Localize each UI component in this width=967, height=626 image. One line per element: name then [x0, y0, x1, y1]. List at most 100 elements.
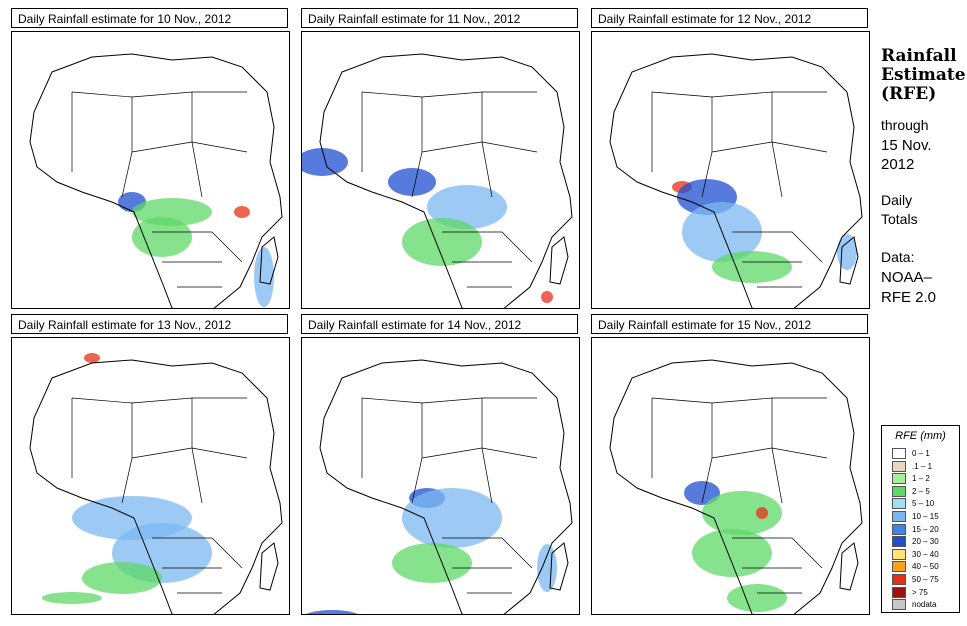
rainfall-patch [42, 592, 102, 604]
rainfall-patch [84, 353, 100, 363]
title-line-1: Rainfall [881, 46, 957, 66]
legend-label: 40 – 50 [912, 562, 939, 572]
daily-label: Daily [881, 192, 913, 208]
country-border [481, 141, 493, 198]
country-border [152, 537, 243, 569]
legend-swatch [892, 548, 906, 560]
country-border [421, 91, 483, 142]
africa-map-svg [29, 353, 283, 614]
legend-item: 0 – 1 [892, 448, 958, 459]
legend-label: 20 – 30 [912, 537, 939, 547]
africa-coastline [29, 53, 283, 308]
country-border [361, 397, 423, 458]
country-border [121, 151, 133, 198]
rainfall-patch [702, 491, 782, 535]
legend-swatch [892, 448, 906, 459]
legend-label: 1 – 2 [912, 474, 930, 484]
country-border [732, 537, 823, 569]
map-panel-13-nov: Daily Rainfall estimate for 13 Nov., 201… [11, 314, 290, 615]
country-border [701, 151, 713, 198]
panel-title: Daily Rainfall estimate for 14 Nov., 201… [301, 314, 578, 334]
data-label: Data: [881, 249, 915, 265]
africa-coastline [29, 359, 283, 614]
legend-swatch [892, 536, 906, 548]
country-border [411, 151, 423, 198]
panel-title: Daily Rainfall estimate for 11 Nov., 201… [301, 8, 578, 28]
rainfall-patch [402, 218, 482, 266]
legend-item: 40 – 50 [892, 561, 958, 573]
madagascar-outline [549, 542, 569, 591]
country-border [711, 397, 773, 448]
rainfall-patch [712, 251, 792, 283]
legend-label: .1 – 1 [912, 461, 933, 471]
legend-label: 50 – 75 [912, 575, 939, 584]
country-border [421, 447, 538, 459]
rainfall-patch [392, 543, 472, 583]
africa-map-svg [609, 53, 863, 308]
country-border [71, 91, 133, 152]
rainfall-patch [234, 206, 250, 218]
country-border [711, 447, 828, 459]
legend-item: 30 – 40 [892, 548, 958, 560]
legend-swatch [892, 485, 906, 497]
legend-item: nodata [892, 599, 958, 611]
rainfall-patch [837, 234, 857, 270]
map-panel-15-nov: Daily Rainfall estimate for 15 Nov., 201… [591, 314, 870, 615]
legend-label: 5 – 10 [912, 499, 935, 509]
africa-coastline [319, 53, 573, 308]
legend-item: 5 – 10 [892, 498, 958, 510]
africa-map-svg [29, 53, 283, 308]
legend-label: 2 – 5 [912, 486, 930, 496]
country-border [152, 231, 243, 263]
map-panel-14-nov: Daily Rainfall estimate for 14 Nov., 201… [301, 314, 580, 615]
country-border [481, 447, 493, 504]
africa-map-svg [609, 359, 863, 614]
legend-swatch [892, 574, 906, 585]
panel-title: Daily Rainfall estimate for 13 Nov., 201… [11, 314, 288, 334]
legend-label: > 75 [912, 587, 928, 597]
country-border [361, 91, 423, 152]
legend-item: 2 – 5 [892, 485, 958, 497]
country-border [71, 397, 133, 458]
country-border [651, 397, 713, 458]
country-border [701, 457, 713, 504]
country-border [651, 91, 713, 152]
legend-item: 1 – 2 [892, 473, 958, 485]
panel-title: Daily Rainfall estimate for 10 Nov., 201… [11, 8, 288, 28]
country-border [131, 141, 248, 153]
map-panel-12-nov: Daily Rainfall estimate for 12 Nov., 201… [591, 8, 870, 309]
title-line-2: Estimate [881, 65, 966, 85]
country-border [421, 141, 538, 153]
madagascar-outline [259, 542, 279, 591]
rainfall-patch [427, 185, 507, 229]
panel-title: Daily Rainfall estimate for 15 Nov., 201… [591, 314, 868, 334]
source-line-2: RFE 2.0 [881, 289, 937, 306]
madagascar-outline [549, 236, 569, 285]
africa-coastline [319, 359, 573, 614]
country-border [711, 141, 828, 153]
madagascar-outline [839, 236, 859, 285]
map-panel-11-nov: Daily Rainfall estimate for 11 Nov., 201… [301, 8, 580, 309]
through-label: through [881, 117, 929, 133]
rfe-legend: RFE (mm) 0 – 1 .1 – 1 1 – 2 2 – 5 5 – 10 10 –… [881, 425, 960, 613]
legend-title: RFE (mm) [895, 430, 946, 442]
country-border [131, 91, 193, 142]
country-border [191, 447, 203, 504]
madagascar-outline [839, 542, 859, 591]
sidebar-title: Rainfall Estimate (RFE) [881, 46, 966, 104]
legend-swatch [892, 599, 906, 611]
map-image [11, 31, 290, 309]
country-border [411, 457, 423, 504]
legend-label: 15 – 20 [912, 524, 939, 534]
legend-swatch [892, 511, 906, 522]
rainfall-patch [254, 247, 274, 307]
rainfall-patch [727, 584, 787, 612]
rainfall-patch [541, 291, 553, 303]
map-image [301, 337, 580, 615]
legend-item: .1 – 1 [892, 460, 958, 472]
country-border [711, 91, 773, 142]
title-line-3: (RFE) [881, 84, 937, 104]
africa-coastline [609, 359, 863, 614]
country-border [191, 141, 203, 198]
rainfall-patch [692, 529, 772, 577]
